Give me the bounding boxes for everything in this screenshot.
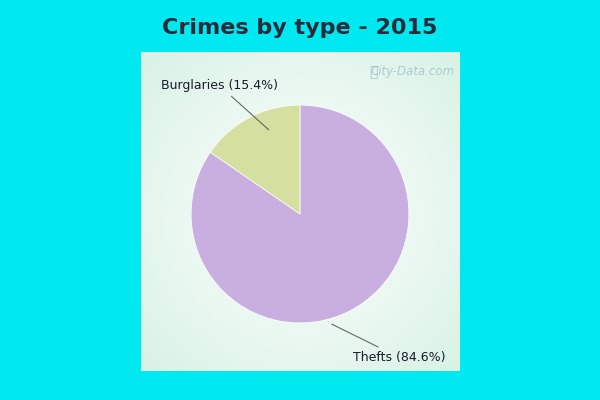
Wedge shape — [211, 105, 300, 214]
Text: City-Data.com: City-Data.com — [371, 66, 455, 78]
Text: Burglaries (15.4%): Burglaries (15.4%) — [161, 79, 278, 130]
Wedge shape — [191, 105, 409, 323]
Text: ⓘ: ⓘ — [369, 65, 377, 79]
Text: Thefts (84.6%): Thefts (84.6%) — [332, 324, 446, 364]
Text: Crimes by type - 2015: Crimes by type - 2015 — [163, 18, 437, 38]
